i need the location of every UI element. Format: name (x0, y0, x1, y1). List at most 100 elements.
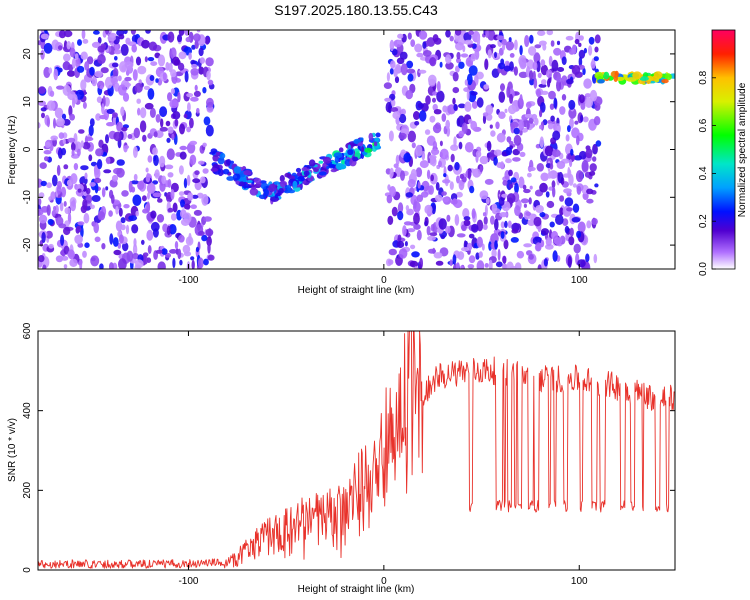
spectrogram-cell (58, 223, 67, 229)
spectrogram-cell (141, 239, 145, 245)
spectrogram-cell (429, 232, 438, 237)
spectrogram-cell (258, 194, 267, 200)
spectrogram-cell (184, 30, 190, 36)
spectrogram-cell (499, 212, 508, 218)
spectrogram-cell (134, 82, 143, 93)
spectrogram-cell (63, 53, 71, 62)
spectrogram-cell (91, 195, 101, 202)
spectrogram-cell (500, 221, 505, 229)
spectrogram-cell (194, 39, 199, 49)
spectrogram-cell (478, 251, 483, 258)
spectrogram-cell (63, 201, 67, 207)
spectrogram-cell (142, 252, 149, 257)
spectrogram-cell (43, 42, 53, 54)
spectrogram-cell (537, 30, 546, 36)
spectrogram-cell (432, 91, 438, 96)
spectrogram-cell (433, 109, 442, 115)
spectrogram-cell (428, 185, 434, 195)
spectrogram-cell (539, 211, 546, 218)
spectrogram-cell (476, 260, 485, 269)
spectrogram-cell (120, 44, 129, 56)
spectrogram-cell (239, 181, 245, 187)
spectrogram-cell (386, 72, 390, 82)
spectrogram-cell (459, 173, 465, 179)
spectrogram-cell (284, 172, 291, 178)
spectrogram-cell (556, 67, 565, 72)
spectrogram-cell (445, 30, 451, 38)
spectrogram-cell (58, 67, 63, 73)
spectrogram-cell (191, 259, 195, 269)
spectrogram-cell (574, 38, 580, 45)
spectrogram-cell (392, 111, 401, 120)
spectrogram-cell (439, 61, 443, 68)
spectrogram-cell (559, 207, 564, 216)
spectrogram-cell (416, 229, 422, 241)
spectrogram-cell (495, 261, 503, 268)
spectrogram-cell (539, 182, 548, 193)
spectrogram-cell (157, 198, 163, 203)
spectrogram-cell (498, 197, 505, 206)
spectrogram-cell (330, 168, 337, 173)
spectrogram-cell (564, 197, 574, 207)
x-tick-label: -100 (178, 576, 198, 587)
spectrogram-cell (268, 183, 276, 192)
spectrogram-cell (95, 113, 101, 121)
spectrogram-cell (455, 65, 460, 73)
spectrogram-cell (490, 130, 496, 137)
spectrogram-cell (496, 35, 505, 41)
spectrogram-cell (373, 141, 378, 147)
spectrogram-cell (374, 137, 379, 142)
spectrogram-cell (39, 162, 47, 170)
spectrogram-cell (99, 85, 104, 90)
spectrogram-cell (572, 203, 580, 213)
spectrogram-cell (233, 166, 242, 174)
spectrogram-cell (243, 170, 252, 176)
spectrogram-cell (183, 113, 188, 119)
spectrogram-cell (567, 255, 572, 268)
spectrogram-cell (442, 179, 451, 184)
spectrogram-cell (135, 210, 139, 217)
spectrogram-cell (535, 205, 544, 213)
spectrogram-cell (482, 114, 487, 124)
spectrogram-cell (456, 233, 466, 238)
spectrogram-cell (523, 188, 531, 194)
spectrogram-cell (198, 230, 205, 236)
spectrogram-cell (56, 117, 65, 127)
spectrogram-cell (553, 97, 558, 109)
spectrogram-cell (506, 86, 511, 98)
snr-frame (37, 330, 676, 571)
spectrogram-cell (179, 145, 188, 151)
spectrogram-cell (287, 184, 292, 192)
spectrogram-cell (38, 208, 44, 216)
spectrogram-cell (454, 214, 460, 226)
spectrogram-cell (89, 118, 95, 127)
spectrogram-cell (445, 119, 451, 130)
spectrogram-cell (588, 45, 593, 56)
spectrogram-cell (418, 110, 427, 122)
spectrogram-cell (146, 229, 154, 241)
spectrogram-cell (109, 233, 114, 245)
spectrogram-cell (201, 234, 208, 242)
spectrogram-cell (201, 194, 209, 206)
spectrogram-cell (146, 182, 156, 194)
spectrogram-cell (155, 249, 163, 254)
spectrogram-cell (487, 49, 492, 59)
spectrogram-cell (452, 71, 459, 82)
spectrogram-cell (498, 91, 506, 103)
spectrogram-cell (576, 230, 582, 239)
spectrogram-cell (131, 186, 136, 193)
spectrogram-cell (190, 256, 195, 261)
spectrogram-cell (67, 137, 76, 143)
spectrogram-cell (157, 54, 166, 67)
spectrogram-cell (172, 202, 178, 213)
spectrogram-cell (80, 140, 84, 148)
spectrogram-cell (101, 187, 106, 198)
spectrogram-cell (56, 85, 65, 90)
spectrogram-cell (192, 178, 201, 184)
spectrogram-cell (205, 124, 214, 137)
spectrogram-cell (207, 254, 215, 261)
spectrogram-cell (324, 158, 328, 163)
spectrogram-cell (91, 41, 101, 49)
spectrogram-cell (519, 57, 527, 70)
spectrogram-cell (495, 121, 500, 130)
